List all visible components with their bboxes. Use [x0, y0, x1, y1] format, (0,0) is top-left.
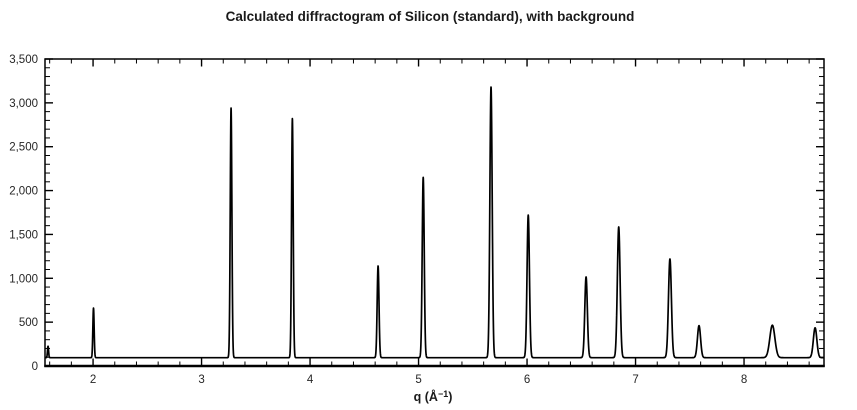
y-tick-label: 3,000 — [9, 98, 38, 110]
x-tick-label: 4 — [307, 374, 314, 386]
y-tick-label: 1,500 — [9, 229, 38, 241]
y-tick-label: 3,500 — [9, 54, 38, 66]
x-axis-label-superscript: −1 — [438, 389, 448, 399]
x-tick-label: 6 — [524, 374, 530, 386]
y-tick-label: 2,000 — [9, 186, 38, 198]
x-axis-label-prefix: q (Å — [414, 389, 438, 404]
diffraction-curve — [44, 86, 825, 359]
x-tick-label: 2 — [90, 374, 96, 386]
y-tick-label: 2,500 — [9, 142, 38, 154]
x-tick-label: 8 — [741, 374, 747, 386]
plot-area: 2 3 4 5 6 7 8 0 500 1,000 1,500 2,000 2,500 3,000 3,50… — [9, 54, 825, 386]
chart-title: Calculated diffractogram of Silicon (sta… — [226, 9, 635, 24]
x-axis-label: q (Å−1) — [414, 389, 453, 404]
y-tick-label: 1,000 — [9, 273, 38, 285]
y-tick-label: 0 — [32, 361, 38, 373]
x-tick-label: 5 — [415, 374, 421, 386]
x-tick-label: 3 — [198, 374, 204, 386]
plot-border — [44, 58, 825, 367]
x-axis-label-suffix: ) — [448, 390, 452, 404]
x-tick-label: 7 — [632, 374, 638, 386]
y-tick-label: 500 — [19, 317, 38, 329]
